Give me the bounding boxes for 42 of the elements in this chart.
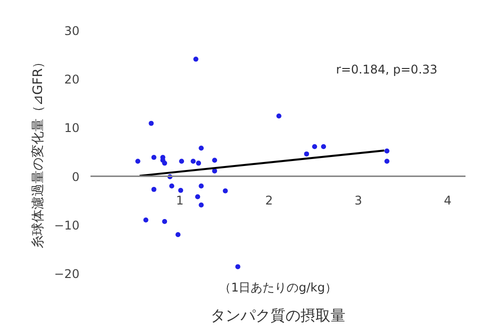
point [176, 232, 180, 238]
text: （1日あたりのg/kg） [219, 280, 337, 294]
point [148, 120, 154, 126]
y-tick-label: 30 [64, 24, 80, 38]
y-tick-label: −20 [54, 267, 80, 281]
x-tick-label: 1 [176, 193, 184, 208]
annotation: r=0.184, p=0.33 [336, 62, 438, 77]
point [384, 148, 390, 154]
point [222, 188, 228, 194]
y-tick-label: 10 [64, 121, 80, 136]
x-axis-title: タンパク質の摂取量 [210, 306, 346, 324]
point [384, 158, 390, 164]
point [169, 184, 174, 189]
point [198, 202, 204, 208]
point [162, 219, 168, 224]
point [195, 194, 200, 200]
point [179, 158, 184, 164]
point [304, 151, 310, 156]
x-tick-label: 2 [265, 193, 273, 208]
y-axis-title: 糸球体濾過量の変化量（⊿GFR） [30, 55, 46, 249]
point [196, 160, 202, 166]
point [212, 158, 218, 163]
point [135, 158, 140, 164]
x-tick-label: 3 [354, 193, 362, 208]
x-tick-label: 4 [444, 193, 452, 208]
point [321, 144, 326, 150]
point [235, 264, 240, 270]
point [151, 186, 156, 192]
y-tick-label: 0 [72, 170, 80, 184]
point [312, 144, 318, 150]
point [151, 154, 156, 160]
point [193, 56, 198, 62]
point [143, 218, 148, 223]
y-tick-label: 20 [64, 72, 80, 87]
y-tick-label: −10 [54, 218, 80, 232]
point [162, 160, 168, 166]
point [178, 188, 184, 193]
point [198, 184, 204, 189]
point [212, 168, 218, 174]
point [276, 114, 282, 119]
point [198, 146, 204, 151]
point [190, 158, 196, 164]
